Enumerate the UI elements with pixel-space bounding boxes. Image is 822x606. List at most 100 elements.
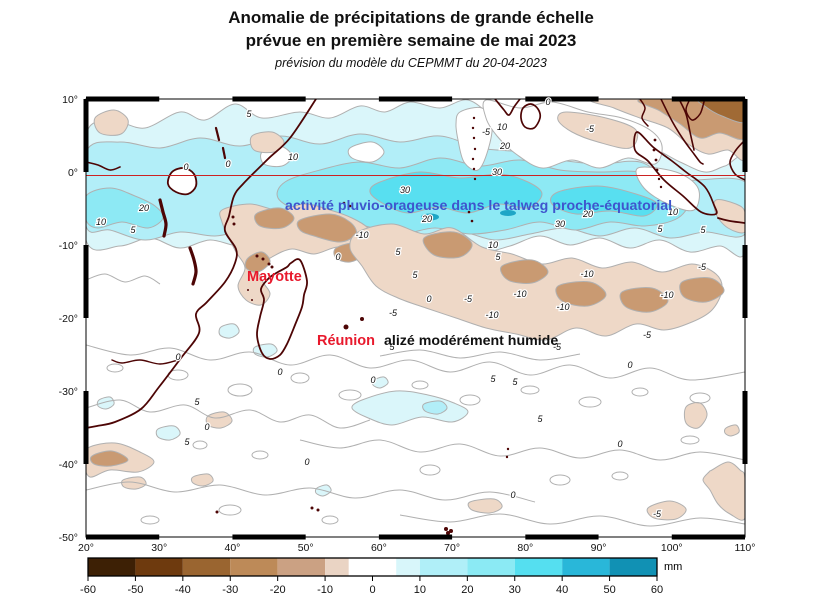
contour-line: [188, 246, 198, 286]
contour-line: [494, 99, 521, 116]
deep-anomaly-spot: [421, 213, 439, 221]
zero-contour-loop: [411, 380, 429, 390]
colorbar-segment: [419, 558, 468, 576]
colorbar-tick-label: -60: [80, 584, 96, 596]
contour-value-label: 0: [510, 490, 515, 500]
contour-value-label: -10: [355, 230, 368, 240]
zero-contour-loop: [251, 450, 269, 460]
zero-contour-loop: [578, 396, 602, 408]
contour-region: [482, 99, 663, 169]
island-dot: [348, 204, 352, 208]
contour-value-label: -10: [580, 269, 593, 279]
colorbar-tick-label: 0: [369, 584, 375, 596]
contour-line: [86, 273, 161, 285]
island-dot: [505, 455, 509, 459]
island-dot: [255, 254, 259, 258]
lon-axis-label: 110°: [735, 542, 756, 554]
frame-outline: [85, 98, 746, 538]
contour-line: [685, 99, 705, 121]
contour-region: [422, 231, 473, 259]
contour-value-label: 0: [225, 159, 230, 169]
contour-region: [619, 287, 669, 313]
colorbar-tick-label: 50: [603, 584, 615, 596]
contour-value-label: 5: [395, 247, 401, 257]
contour-line: [158, 198, 168, 238]
contour-value-label: 30: [555, 219, 565, 229]
annotation-talweg: activité pluvio-orageuse dans le talweg …: [285, 198, 672, 214]
lon-axis-label: 20°: [78, 542, 94, 554]
contour-value-label: -5: [643, 330, 652, 340]
lon-axis-label: 80°: [517, 542, 533, 554]
lat-axis-label: -20°: [59, 313, 78, 325]
colorbar-segment: [348, 558, 397, 576]
island-dot: [316, 508, 320, 512]
contour-value-label: 5: [490, 374, 496, 384]
contour-line: [86, 161, 121, 171]
colorbar-tick-label: -10: [317, 584, 333, 596]
contour-value-label: -5: [553, 342, 562, 352]
island-dot: [444, 527, 448, 531]
colorbar-tick-label: 20: [461, 584, 473, 596]
contour-value-label: 0: [304, 457, 309, 467]
colorbar-segment: [562, 558, 610, 576]
contour-value-label: 20: [138, 203, 149, 213]
colorbar-segment: [230, 558, 278, 576]
contour-value-label: 20: [582, 209, 593, 219]
contour-line: [639, 99, 649, 127]
contour-value-label: 20: [499, 141, 510, 151]
contour-value-label: 20: [421, 214, 432, 224]
colorbar-segment: [467, 558, 515, 576]
contour-value-label: 30: [400, 185, 410, 195]
contour-value-label: -5: [653, 509, 662, 519]
contour-value-label: -5: [698, 262, 707, 272]
contour-line: [86, 99, 317, 429]
island-dot: [472, 116, 476, 120]
contour-value-label: 5: [194, 397, 200, 407]
contour-value-label: -10: [660, 290, 673, 300]
lake-victoria: [166, 167, 198, 196]
lon-axis-label: 40°: [224, 542, 240, 554]
zero-contour-loop: [140, 515, 160, 525]
lat-axis-label: -10°: [59, 240, 78, 252]
contour-value-label: -5: [389, 308, 398, 318]
colorbar-segment: [277, 558, 326, 576]
colorbar-tick-label: 60: [651, 584, 663, 596]
contour-value-label: 5: [412, 270, 418, 280]
contour-region: [296, 213, 357, 243]
zero-contour-loop: [631, 387, 649, 397]
island-dot: [472, 136, 476, 140]
island-dot: [473, 147, 477, 151]
lat-axis-label: -50°: [59, 532, 78, 544]
annotation-mayotte: Mayotte: [247, 269, 302, 285]
lon-axis-label: 50°: [298, 542, 314, 554]
page-title-line2: prévue en première semaine de mai 2023: [245, 31, 577, 50]
contour-value-label: 0: [277, 367, 282, 377]
zero-contour-loop: [680, 435, 700, 445]
contour-line: [660, 99, 704, 165]
colorbar-segment: [514, 558, 563, 576]
contour-value-label: 10: [488, 240, 498, 250]
madagascar-coast: [256, 258, 309, 360]
colorbar-segment: [88, 558, 136, 576]
header: Anomalie de précipitations de grande éch…: [0, 6, 822, 70]
contour-value-label: 10: [288, 152, 298, 162]
contour-value-label: 5: [657, 224, 663, 234]
colorbar: -60 -50 -40 -30 -20 -10 0 10 20 30 40 50 60: [80, 557, 663, 596]
contour-value-label: 5: [700, 225, 706, 235]
contour-value-label: 10: [497, 122, 507, 132]
island-dot: [657, 177, 661, 181]
contour-region: [646, 500, 687, 521]
contour-value-label: -5: [482, 127, 491, 137]
contour-value-label: 10: [668, 207, 678, 217]
island-dot: [251, 299, 253, 301]
contour-region: [679, 277, 725, 303]
colorbar-segment: [182, 558, 231, 576]
contour-line: [717, 217, 745, 224]
contour-value-label: -10: [485, 310, 498, 320]
colorbar-tick-label: 10: [414, 584, 426, 596]
contour-region: [550, 185, 658, 217]
contour-value-label: 0: [545, 97, 550, 107]
contour-value-label: 0: [426, 294, 431, 304]
zero-contour-loop: [227, 383, 253, 397]
island-dot: [654, 158, 658, 162]
